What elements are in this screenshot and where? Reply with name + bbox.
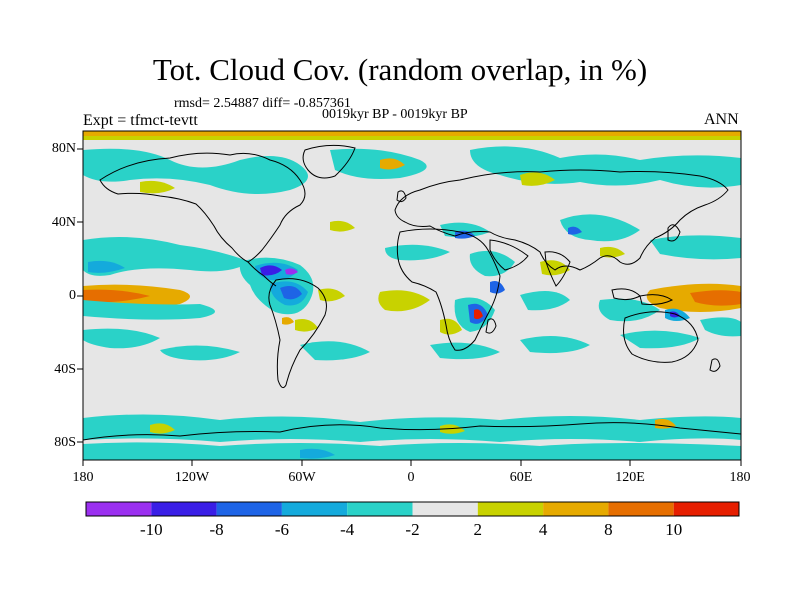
contour-fill [700, 317, 741, 337]
contour-fill [285, 268, 298, 275]
y-tick-label-40n: 40N [51, 215, 76, 230]
contour-fill [83, 414, 741, 442]
colorbar-segment [412, 502, 478, 516]
colorbar-segment [151, 502, 217, 516]
colorbar-label: -10 [140, 520, 163, 539]
contour-fill [378, 290, 430, 312]
y-tick-label-40s: 40S [54, 362, 76, 377]
coastline-arabia [489, 239, 529, 271]
coastline-new-guinea [639, 294, 673, 305]
colorbar-label: -6 [275, 520, 289, 539]
colorbar-label: -2 [405, 520, 419, 539]
contour-fill [295, 319, 318, 332]
stats-label: rmsd= 2.54887 diff= -0.857361 [174, 96, 351, 111]
colorbar-label: 8 [604, 520, 613, 539]
contour-fill [440, 424, 465, 434]
coastline-africa [396, 228, 501, 351]
colorbar-segment [347, 502, 413, 516]
coastline-antarctica [83, 422, 741, 441]
colorbar-segment [673, 502, 739, 516]
colorbar-label: 4 [539, 520, 548, 539]
contour-fill [83, 289, 150, 303]
x-tick-label-0: 0 [407, 470, 415, 485]
x-tick-label-60w: 60W [288, 470, 316, 485]
coastline-new-zealand [709, 358, 721, 372]
experiment-label: Expt = tfmct-tevtt [83, 112, 198, 129]
colorbar-segment [86, 502, 152, 516]
contour-fill [474, 309, 483, 320]
contour-fill [83, 148, 308, 194]
coastline-central-america [247, 261, 277, 287]
contour-fill [568, 226, 582, 235]
colorbar-label: 2 [474, 520, 483, 539]
contour-fill [490, 281, 505, 294]
contour-fill [455, 230, 475, 239]
colorbar: -10 -8 -6 -4 -2 2 4 8 10 [85, 501, 740, 539]
plot-title: Tot. Cloud Cov. (random overlap, in %) [152, 52, 648, 87]
colorbar-segment [216, 502, 282, 516]
x-tick-label-120e: 120E [615, 470, 645, 485]
colorbar-frame [85, 501, 740, 517]
contour-fill [83, 236, 250, 276]
contour-fill [520, 291, 570, 311]
axis-ticks [77, 148, 742, 466]
coastline-uk [396, 190, 407, 203]
contour-fill [690, 290, 741, 306]
contour-fill [150, 423, 175, 434]
coastline-madagascar [485, 318, 497, 334]
coastlines [83, 144, 741, 441]
y-tick-label-80n: 80N [51, 141, 76, 156]
contour-fill [520, 172, 555, 186]
contour-fill [83, 442, 741, 460]
x-tick-label-120w: 120W [174, 470, 210, 485]
contour-fill [620, 330, 700, 349]
contour-fill [560, 214, 640, 242]
contour-fill [440, 222, 490, 238]
y-tick-label-80s: 80S [54, 435, 76, 450]
contour-fill [88, 260, 125, 273]
contour-fill [282, 317, 294, 325]
period-label: 0019kyr BP - 0019kyr BP [322, 107, 468, 122]
contour-fill [280, 286, 302, 300]
contour-fill [300, 448, 335, 459]
colorbar-segment [281, 502, 348, 516]
contour-fill [83, 136, 741, 140]
anomaly-contours [83, 131, 741, 460]
x-tick-label-180e: 180 [729, 470, 751, 485]
contour-fill [430, 342, 500, 360]
contour-fill [83, 328, 160, 349]
colorbar-segment [543, 502, 609, 516]
contour-fill [600, 246, 625, 258]
contour-fill [520, 336, 590, 354]
contour-fill [83, 300, 215, 320]
colorbar-segment [477, 502, 544, 516]
contour-fill [83, 131, 741, 140]
coastline-south-america [268, 278, 327, 389]
coastline-eurasia [394, 169, 729, 271]
x-tick-label-60e: 60E [509, 470, 533, 485]
x-tick-label-180w: 180 [72, 470, 94, 485]
coastline-north-america [99, 152, 306, 263]
coastline-greenland [302, 144, 356, 179]
colorbar-label: 10 [665, 520, 682, 539]
y-tick-label-eq: 0 [69, 288, 76, 303]
contour-fill [300, 341, 370, 361]
colorbar-label: -4 [340, 520, 355, 539]
contour-fill [380, 158, 405, 170]
contour-fill [160, 345, 240, 361]
contour-fill [140, 180, 175, 194]
coastline-india [544, 251, 571, 287]
contour-fill [330, 148, 427, 179]
coastline-japan [667, 224, 681, 242]
colorbar-label: -8 [210, 520, 224, 539]
contour-fill [260, 265, 282, 276]
season-label: ANN [704, 111, 739, 128]
contour-fill [469, 250, 515, 277]
colorbar-segment [608, 502, 674, 516]
contour-fill [385, 244, 450, 261]
contour-fill [330, 220, 355, 232]
coastline-australia [623, 311, 699, 363]
